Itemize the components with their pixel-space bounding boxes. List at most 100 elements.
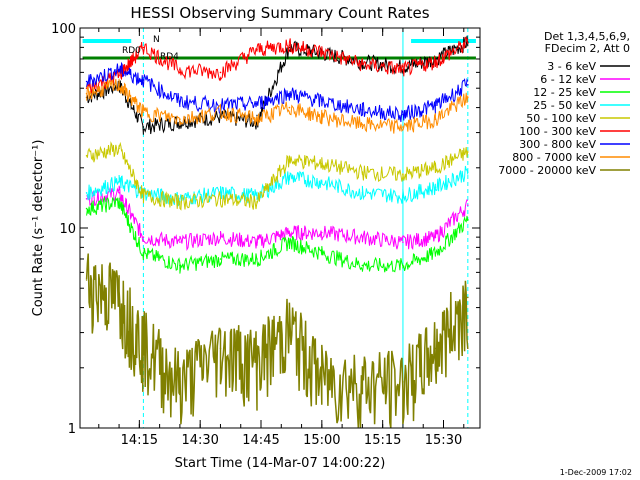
series-point: [434, 167, 437, 169]
series-point: [402, 241, 404, 243]
x-tick-label: 14:15: [121, 433, 158, 448]
series-line: [86, 185, 469, 252]
series-point: [321, 162, 323, 165]
series-point: [434, 104, 437, 107]
series-line: [86, 165, 469, 207]
series-point: [118, 74, 120, 77]
x-tick-label: 15:00: [303, 433, 340, 448]
series-point: [402, 194, 404, 197]
series-point: [118, 68, 120, 71]
series-point: [321, 231, 323, 234]
series-point: [142, 46, 145, 49]
series-point: [85, 80, 88, 83]
series-point: [402, 113, 404, 116]
y-tick-label: 1: [68, 422, 76, 437]
series-point: [118, 296, 120, 299]
series-point: [361, 192, 364, 194]
series-point: [288, 241, 291, 243]
series-point: [321, 100, 323, 103]
series-point: [288, 106, 291, 109]
series-point: [179, 198, 181, 200]
series-point: [361, 236, 364, 238]
series-point: [142, 252, 145, 254]
series-point: [179, 201, 181, 203]
series-point: [361, 63, 364, 65]
series-point: [288, 92, 291, 95]
series-point: [467, 42, 469, 44]
series-point: [434, 186, 437, 188]
series-point: [467, 204, 469, 206]
legend-header-line-1: Det 1,3,4,5,6,9,: [544, 30, 630, 43]
series-point: [118, 147, 120, 150]
series-point: [467, 171, 469, 173]
legend-entry-label: 100 - 300 keV: [519, 125, 596, 138]
x-axis-ticks: 14:15 14:30 14:45 15:00 15:15 15:30: [98, 28, 465, 448]
series-point: [321, 115, 323, 118]
series-point: [219, 258, 222, 260]
series-point: [361, 381, 364, 383]
series-point: [142, 194, 145, 197]
series-point: [142, 236, 145, 238]
series-point: [118, 181, 120, 183]
series-point: [361, 264, 364, 267]
annotation-rd4: RD4: [160, 52, 179, 62]
series-line: [86, 35, 469, 135]
series-point: [85, 279, 88, 281]
series-line: [86, 36, 469, 94]
series-point: [256, 194, 258, 197]
series-7000-20000kev: [85, 253, 469, 429]
series-point: [219, 347, 222, 350]
series-point: [434, 236, 437, 238]
series-point: [179, 381, 181, 383]
x-axis-label: Start Time (14-Mar-07 14:00:22): [175, 456, 386, 471]
x-tick-label: 14:45: [242, 433, 279, 448]
series-point: [179, 241, 181, 243]
series-point: [219, 71, 222, 74]
legend-entry-label: 3 - 6 keV: [547, 60, 596, 73]
series-point: [321, 181, 323, 183]
legend-entry-label: 7000 - 20000 keV: [498, 164, 596, 177]
series-point: [467, 84, 469, 86]
series-point: [434, 60, 437, 63]
footer-date: 1-Dec-2009 17:02: [560, 468, 632, 477]
legend-entry-label: 50 - 100 keV: [526, 112, 596, 125]
series-point: [361, 109, 364, 111]
series-point: [256, 258, 258, 260]
series-point: [118, 201, 120, 203]
legend-header-line-2: FDecim 2, Att 0: [545, 42, 630, 55]
annotation-rd0: RD0: [122, 46, 141, 56]
series-point: [467, 296, 469, 299]
series-point: [402, 173, 404, 176]
series-point: [142, 340, 145, 343]
series-point: [85, 198, 88, 200]
series-point: [256, 48, 258, 51]
series-line: [85, 253, 469, 429]
legend-entry-label: 12 - 25 keV: [533, 86, 596, 99]
series-line: [86, 61, 469, 122]
legend-entry-label: 300 - 800 keV: [519, 138, 596, 151]
series-point: [118, 192, 120, 194]
series-point: [85, 192, 88, 194]
series-point: [288, 176, 291, 178]
x-tick-label: 14:30: [181, 433, 218, 448]
series-point: [219, 236, 222, 238]
y-axis-label: Count Rate (s⁻¹ detector⁻¹): [31, 140, 46, 317]
series-point: [321, 376, 323, 378]
series-point: [434, 252, 437, 254]
series-point: [402, 68, 404, 71]
legend-entry-label: 25 - 50 keV: [533, 99, 596, 112]
series-point: [142, 126, 145, 128]
y-tick-label: 10: [59, 222, 76, 237]
series-point: [85, 207, 88, 210]
series-point: [288, 231, 291, 234]
series-point: [256, 118, 258, 120]
series-6-12kev: [85, 185, 469, 252]
series-point: [118, 84, 120, 86]
series-line: [86, 141, 469, 211]
series-point: [402, 381, 404, 383]
series-point: [288, 158, 291, 161]
legend-entry-label: 6 - 12 keV: [540, 73, 596, 86]
series-point: [256, 102, 258, 105]
annotation-n: N: [153, 35, 160, 45]
